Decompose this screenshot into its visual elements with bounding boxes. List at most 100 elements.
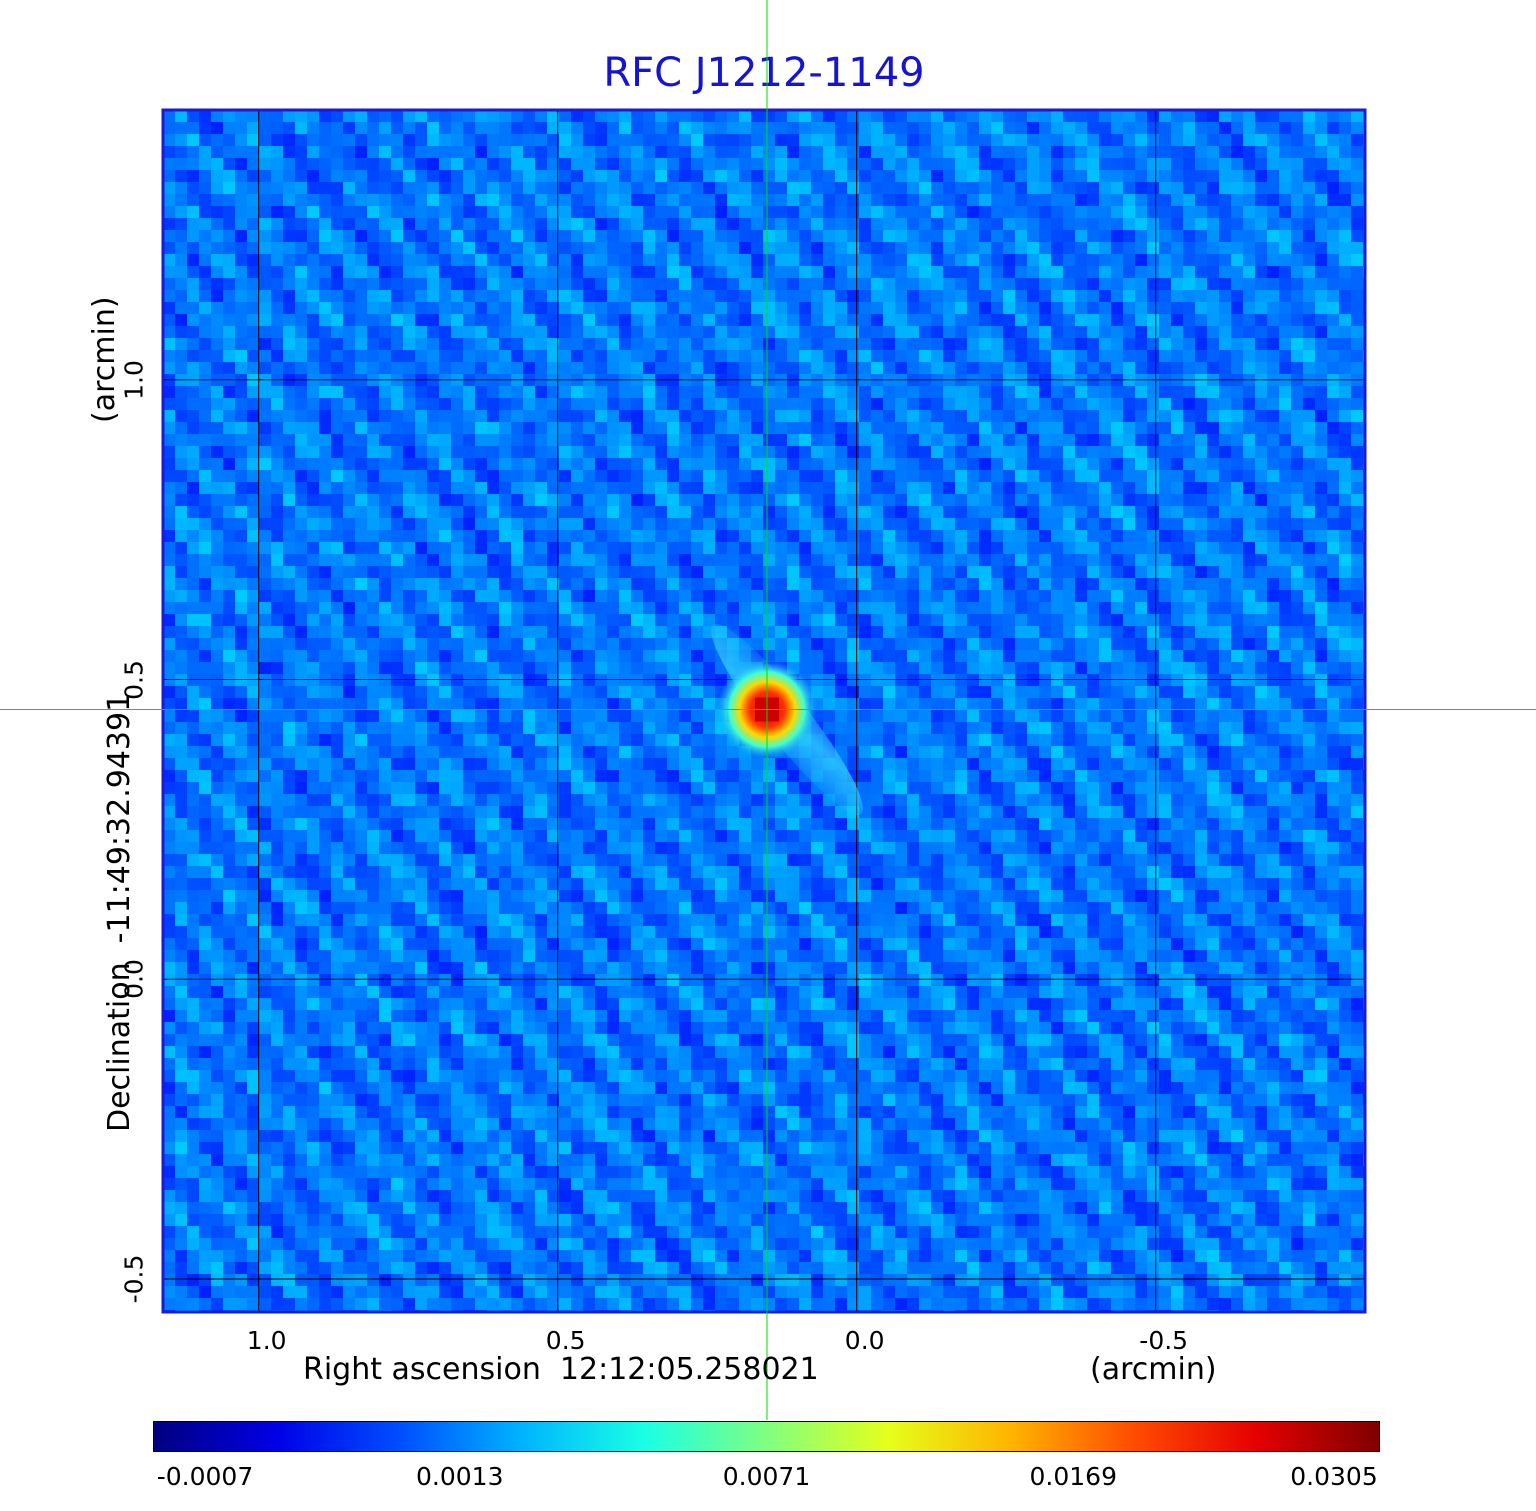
image-pixel bbox=[619, 170, 631, 182]
image-pixel bbox=[871, 146, 883, 158]
image-pixel bbox=[1183, 398, 1195, 410]
image-pixel bbox=[1195, 398, 1207, 410]
image-pixel bbox=[247, 182, 259, 194]
image-pixel bbox=[1303, 530, 1315, 542]
image-pixel bbox=[283, 566, 295, 578]
image-pixel bbox=[331, 446, 343, 458]
image-pixel bbox=[1147, 554, 1159, 566]
image-pixel bbox=[199, 302, 211, 314]
image-pixel bbox=[523, 146, 535, 158]
image-pixel bbox=[247, 326, 259, 338]
image-pixel bbox=[259, 338, 271, 350]
image-pixel bbox=[1039, 662, 1051, 674]
image-pixel bbox=[1075, 170, 1087, 182]
image-pixel bbox=[1003, 422, 1015, 434]
image-pixel bbox=[1051, 662, 1063, 674]
image-pixel bbox=[667, 302, 679, 314]
image-pixel bbox=[1303, 242, 1315, 254]
image-pixel bbox=[847, 230, 859, 242]
image-pixel bbox=[1159, 338, 1171, 350]
image-pixel bbox=[847, 146, 859, 158]
image-pixel bbox=[931, 482, 943, 494]
image-pixel bbox=[1231, 218, 1243, 230]
image-pixel bbox=[307, 134, 319, 146]
image-pixel bbox=[643, 182, 655, 194]
image-pixel bbox=[667, 362, 679, 374]
image-pixel bbox=[1231, 134, 1243, 146]
image-pixel bbox=[379, 614, 391, 626]
image-pixel bbox=[427, 206, 439, 218]
image-pixel bbox=[1063, 194, 1075, 206]
image-pixel bbox=[835, 554, 847, 566]
image-pixel bbox=[1195, 614, 1207, 626]
image-pixel bbox=[1039, 686, 1051, 698]
image-pixel bbox=[1195, 266, 1207, 278]
image-pixel bbox=[1051, 614, 1063, 626]
image-pixel bbox=[427, 314, 439, 326]
image-pixel bbox=[1231, 410, 1243, 422]
image-pixel bbox=[187, 254, 199, 266]
image-pixel bbox=[511, 494, 523, 506]
image-pixel bbox=[1195, 146, 1207, 158]
image-pixel bbox=[775, 362, 787, 374]
image-pixel bbox=[403, 566, 415, 578]
image-pixel bbox=[511, 470, 523, 482]
image-pixel bbox=[1327, 530, 1339, 542]
image-pixel bbox=[523, 206, 535, 218]
image-pixel bbox=[499, 542, 511, 554]
image-pixel bbox=[1327, 218, 1339, 230]
image-pixel bbox=[427, 254, 439, 266]
image-pixel bbox=[619, 146, 631, 158]
image-pixel bbox=[187, 206, 199, 218]
image-pixel bbox=[391, 146, 403, 158]
image-pixel bbox=[1339, 242, 1351, 254]
image-pixel bbox=[367, 302, 379, 314]
image-pixel bbox=[475, 422, 487, 434]
image-pixel bbox=[451, 386, 463, 398]
image-pixel bbox=[403, 506, 415, 518]
image-pixel bbox=[631, 590, 643, 602]
image-pixel bbox=[583, 266, 595, 278]
image-pixel bbox=[691, 122, 703, 134]
image-pixel bbox=[1219, 230, 1231, 242]
image-pixel bbox=[415, 146, 427, 158]
image-pixel bbox=[943, 686, 955, 698]
image-pixel bbox=[163, 578, 175, 590]
image-pixel bbox=[1231, 446, 1243, 458]
image-pixel bbox=[403, 206, 415, 218]
image-pixel bbox=[559, 614, 571, 626]
image-pixel bbox=[1099, 554, 1111, 566]
image-pixel bbox=[871, 422, 883, 434]
image-pixel bbox=[751, 602, 763, 614]
image-pixel bbox=[475, 470, 487, 482]
image-pixel bbox=[931, 278, 943, 290]
image-pixel bbox=[1051, 638, 1063, 650]
image-pixel bbox=[799, 590, 811, 602]
image-pixel bbox=[583, 182, 595, 194]
image-pixel bbox=[943, 566, 955, 578]
image-pixel bbox=[271, 626, 283, 638]
image-pixel bbox=[763, 470, 775, 482]
image-pixel bbox=[223, 326, 235, 338]
image-pixel bbox=[691, 158, 703, 170]
image-pixel bbox=[559, 242, 571, 254]
image-pixel bbox=[211, 686, 223, 698]
image-pixel bbox=[1327, 410, 1339, 422]
image-pixel bbox=[535, 554, 547, 566]
image-pixel bbox=[1063, 482, 1075, 494]
image-pixel bbox=[211, 554, 223, 566]
image-pixel bbox=[859, 506, 871, 518]
image-pixel bbox=[595, 650, 607, 662]
image-pixel bbox=[211, 626, 223, 638]
image-pixel bbox=[979, 242, 991, 254]
image-pixel bbox=[295, 638, 307, 650]
image-pixel bbox=[355, 350, 367, 362]
image-pixel bbox=[1027, 602, 1039, 614]
image-pixel bbox=[643, 506, 655, 518]
image-pixel bbox=[571, 638, 583, 650]
image-pixel bbox=[619, 590, 631, 602]
image-pixel bbox=[763, 206, 775, 218]
image-pixel bbox=[823, 338, 835, 350]
image-pixel bbox=[463, 326, 475, 338]
image-pixel bbox=[1207, 158, 1219, 170]
